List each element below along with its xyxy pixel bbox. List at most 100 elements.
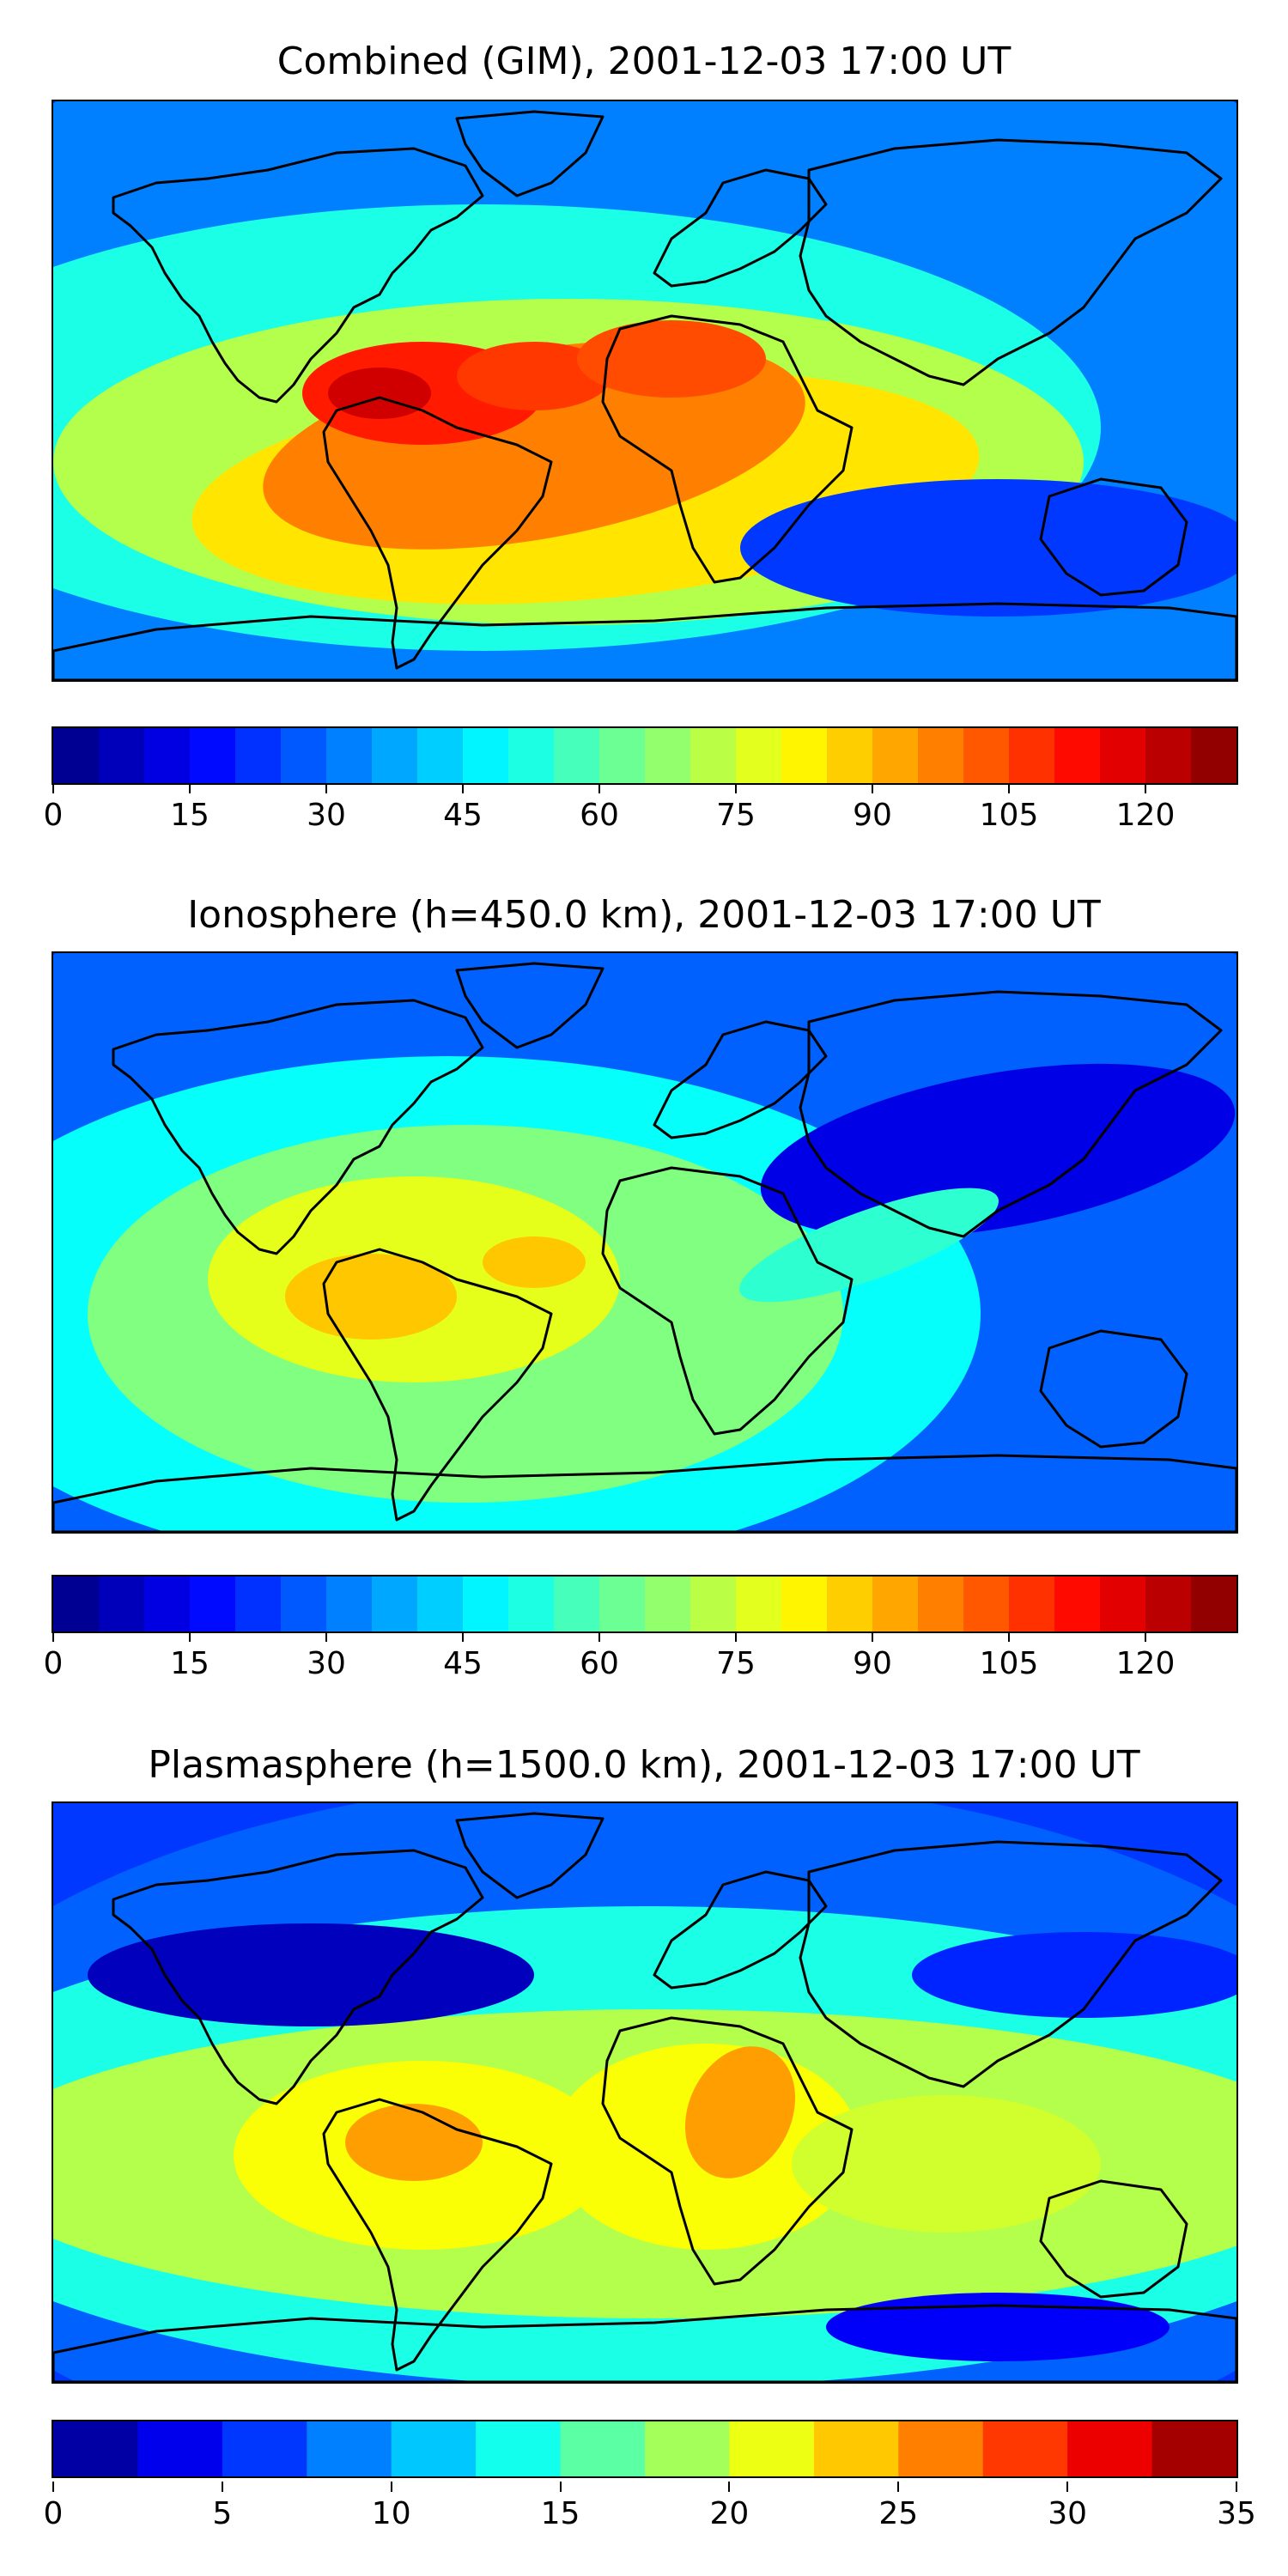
colorbar-2-level-3	[190, 1577, 236, 1631]
colorbar-2-level-12	[599, 1577, 646, 1631]
tick-label: 45	[443, 798, 483, 833]
colorbar-1-level-5	[281, 728, 327, 783]
tick-mark	[735, 1631, 737, 1642]
tick-mark	[462, 783, 464, 793]
colorbar-1-level-25	[1191, 728, 1236, 783]
colorbar-1-level-19	[918, 728, 964, 783]
map-1-coastline-3	[601, 314, 854, 584]
tick-mark	[1236, 2482, 1237, 2492]
map-2-contour-6	[760, 1063, 1236, 1238]
colorbar-1-level-14	[690, 728, 737, 783]
tick-label: 0	[43, 2496, 64, 2531]
colorbar-2-level-23	[1100, 1577, 1146, 1631]
map-3-contour-10	[826, 2293, 1170, 2361]
map-1-coastline-1	[455, 110, 605, 197]
tick-label: 90	[853, 1646, 892, 1681]
map-3-coastline-5	[799, 1840, 1223, 2088]
colorbar-1-level-7	[372, 728, 418, 783]
tick-label: 30	[307, 798, 346, 833]
colorbar-1-level-24	[1145, 728, 1192, 783]
map-2-contour-5	[483, 1236, 586, 1288]
colorbar-1-ticks: 0 15 30 45 60 75 90 105 120	[44, 783, 1236, 835]
tick-mark	[735, 783, 737, 793]
colorbar-1-level-9	[463, 728, 509, 783]
colorbar-1-level-1	[99, 728, 145, 783]
colorbar-1-level-21	[1009, 728, 1055, 783]
map-1-contour-8	[328, 368, 431, 419]
colorbar-2-swatches	[53, 1577, 1236, 1631]
colorbar-1-level-2	[144, 728, 191, 783]
tick-label: 15	[170, 798, 210, 833]
map-1-coastline-4	[653, 168, 828, 288]
colorbar-1-level-18	[872, 728, 919, 783]
map-1-coastline-7	[53, 602, 1236, 680]
colorbar-2-level-0	[53, 1577, 100, 1631]
colorbar-1-level-13	[645, 728, 691, 783]
colorbar-2-level-25	[1191, 1577, 1236, 1631]
panel-3-title: Plasmasphere (h=1500.0 km), 2001-12-03 1…	[148, 1743, 1140, 1787]
colorbar-2	[52, 1575, 1238, 1633]
tick-mark	[189, 1631, 191, 1642]
tick-label: 75	[716, 1646, 756, 1681]
colorbar-2-level-1	[99, 1577, 145, 1631]
colorbar-3-level-13	[1151, 2421, 1236, 2476]
tick-mark	[1145, 783, 1146, 793]
map-2-coastline-6	[1039, 1329, 1188, 1449]
tick-mark	[598, 1631, 600, 1642]
map-3-coastline-3	[601, 2016, 854, 2286]
tick-label: 105	[979, 1646, 1039, 1681]
colorbar-2-level-21	[1009, 1577, 1055, 1631]
map-1-contour-9	[740, 479, 1236, 617]
colorbar-2-level-20	[963, 1577, 1010, 1631]
colorbar-2-level-4	[235, 1577, 282, 1631]
map-3-coastline-1	[455, 1812, 605, 1899]
map-2-coastline-4	[653, 1020, 828, 1139]
tick-mark	[1008, 1631, 1010, 1642]
tick-mark	[872, 783, 873, 793]
colorbar-1-level-3	[190, 728, 236, 783]
panel-1-title: Combined (GIM), 2001-12-03 17:00 UT	[276, 39, 1012, 83]
map-3-coastline-4	[653, 1870, 828, 1990]
colorbar-3-level-7	[645, 2421, 731, 2476]
colorbar-2-level-9	[463, 1577, 509, 1631]
colorbar-2-level-7	[372, 1577, 418, 1631]
tick-label: 0	[43, 1646, 64, 1681]
map-2-coastline-3	[601, 1166, 854, 1436]
map-3-contour-7	[684, 2046, 796, 2178]
map-combined-gim	[52, 100, 1238, 682]
tick-label: 60	[580, 1646, 619, 1681]
colorbar-1-level-6	[326, 728, 373, 783]
tick-mark	[189, 783, 191, 793]
colorbar-3-level-12	[1067, 2421, 1153, 2476]
tick-label: 10	[371, 2496, 411, 2531]
map-1-coastline-5	[799, 138, 1223, 386]
map-3-contour-9	[912, 1932, 1236, 2018]
colorbar-2-level-14	[690, 1577, 737, 1631]
tick-mark	[325, 1631, 327, 1642]
colorbar-2-level-15	[736, 1577, 782, 1631]
tick-label: 30	[1048, 2496, 1088, 2531]
colorbar-1-level-12	[599, 728, 646, 783]
tick-label: 45	[443, 1646, 483, 1681]
colorbar-2-level-18	[872, 1577, 919, 1631]
colorbar-1-level-23	[1100, 728, 1146, 783]
tec-map-3	[53, 1803, 1236, 2382]
tick-label: 120	[1115, 1646, 1176, 1681]
tick-mark	[872, 1631, 873, 1642]
colorbar-2-level-10	[508, 1577, 555, 1631]
map-plasmasphere	[52, 1801, 1238, 2384]
colorbar-1-level-8	[417, 728, 464, 783]
colorbar-3-level-9	[813, 2421, 899, 2476]
colorbar-1-level-20	[963, 728, 1010, 783]
tick-mark	[390, 2482, 392, 2492]
tick-mark	[325, 783, 327, 793]
tick-label: 90	[853, 798, 892, 833]
tick-label: 25	[878, 2496, 919, 2531]
colorbar-2-level-17	[827, 1577, 873, 1631]
tick-label: 30	[307, 1646, 346, 1681]
map-1-contour-6	[457, 342, 611, 410]
tick-label: 120	[1115, 798, 1176, 833]
colorbar-1	[52, 726, 1238, 785]
colorbar-2-level-24	[1145, 1577, 1192, 1631]
tick-mark	[52, 783, 54, 793]
